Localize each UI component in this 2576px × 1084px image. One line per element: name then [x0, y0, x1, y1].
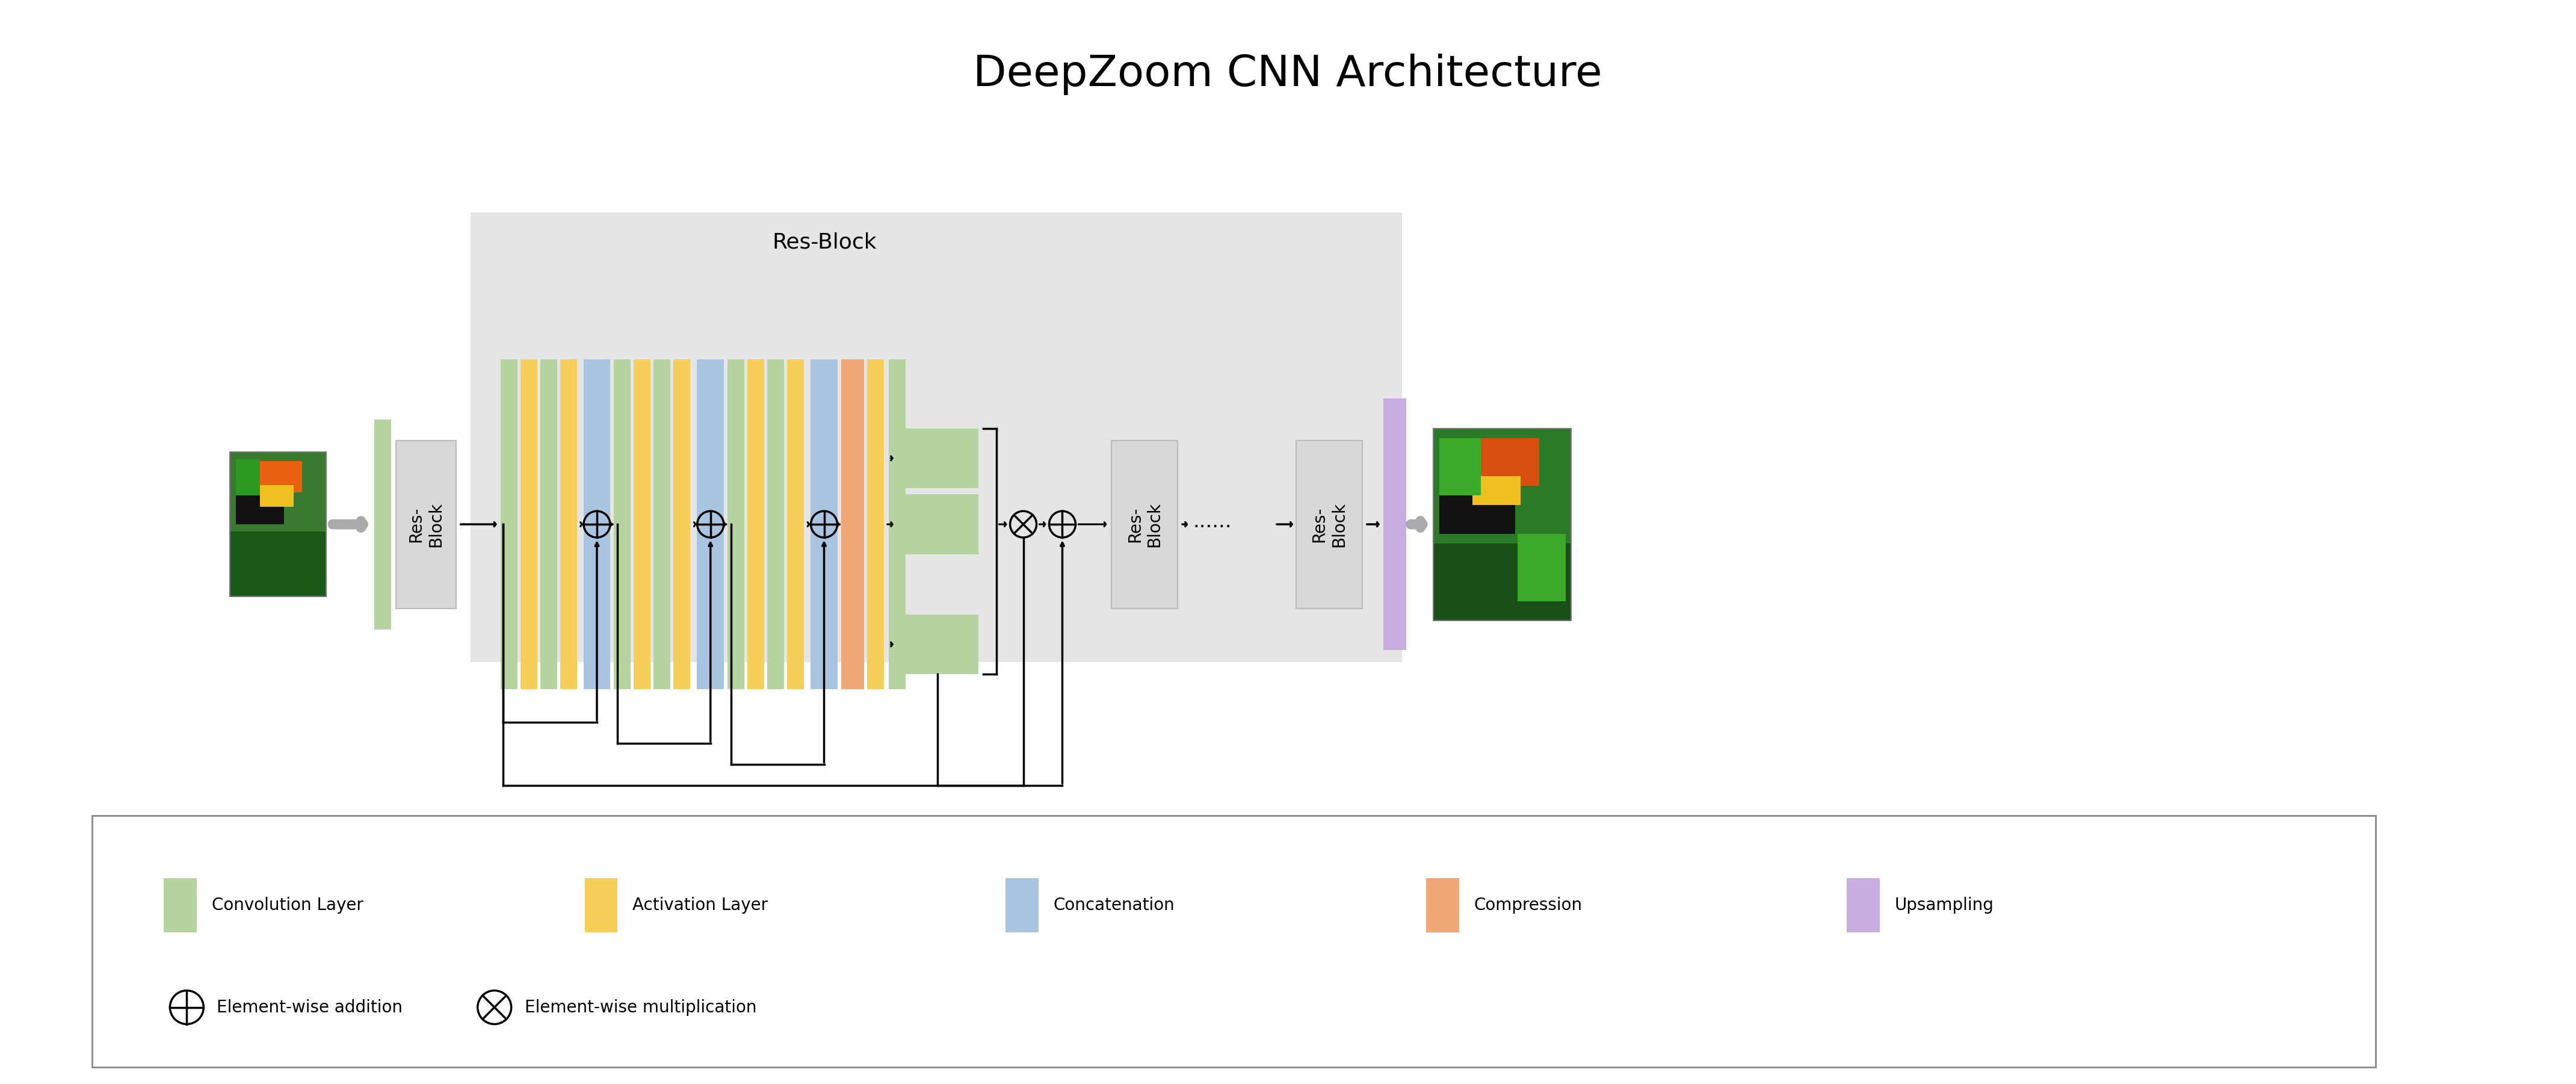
Bar	[559, 359, 577, 689]
Text: Res-
Block: Res- Block	[1126, 502, 1162, 546]
Bar	[726, 359, 744, 689]
Bar	[788, 359, 804, 689]
Text: Res-
Block: Res- Block	[1311, 502, 1347, 546]
Bar	[1847, 878, 1880, 932]
Bar	[842, 359, 863, 689]
Bar	[93, 815, 2375, 1068]
Bar	[1432, 428, 1571, 620]
Bar	[255, 461, 301, 492]
Bar	[397, 440, 456, 608]
Bar	[582, 359, 611, 689]
Text: Element-wise addition: Element-wise addition	[216, 998, 402, 1016]
Bar	[654, 359, 670, 689]
Bar	[747, 359, 765, 689]
Bar	[1463, 438, 1540, 486]
Text: Element-wise multiplication: Element-wise multiplication	[526, 998, 757, 1016]
Bar	[500, 359, 518, 689]
Bar	[613, 359, 631, 689]
Bar	[229, 452, 327, 596]
Bar	[1473, 476, 1520, 505]
Text: Compression: Compression	[1473, 896, 1582, 914]
Bar	[1517, 534, 1566, 602]
Bar	[1427, 878, 1458, 932]
Bar	[1432, 428, 1571, 620]
Bar	[896, 494, 979, 554]
Text: Res-
Block: Res- Block	[407, 502, 443, 546]
Bar	[229, 531, 327, 596]
Bar	[471, 212, 1401, 662]
Bar	[1005, 878, 1038, 932]
Bar	[541, 359, 556, 689]
Text: Convolution Layer: Convolution Layer	[211, 896, 363, 914]
Bar	[889, 359, 907, 689]
Bar	[165, 878, 196, 932]
Text: ......: ......	[1193, 512, 1231, 531]
Bar	[585, 878, 618, 932]
Text: Upsampling: Upsampling	[1896, 896, 1994, 914]
Bar	[896, 428, 979, 488]
Bar	[1113, 440, 1177, 608]
Text: Activation Layer: Activation Layer	[634, 896, 768, 914]
Bar	[896, 615, 979, 674]
Text: Res-Block: Res-Block	[773, 232, 876, 253]
Bar	[672, 359, 690, 689]
Bar	[698, 359, 724, 689]
Bar	[1432, 543, 1571, 620]
Bar	[634, 359, 652, 689]
Bar	[768, 359, 783, 689]
Bar	[237, 474, 283, 525]
Bar	[1296, 440, 1363, 608]
Bar	[260, 486, 294, 507]
Bar	[811, 359, 837, 689]
Bar	[868, 359, 884, 689]
Text: DeepZoom CNN Architecture: DeepZoom CNN Architecture	[974, 53, 1602, 95]
Text: Concatenation: Concatenation	[1054, 896, 1175, 914]
Bar	[374, 420, 392, 630]
Bar	[1440, 438, 1481, 495]
Bar	[520, 359, 538, 689]
Bar	[1383, 398, 1406, 650]
Bar	[229, 452, 327, 596]
Bar	[1440, 457, 1515, 534]
Bar	[237, 460, 260, 495]
